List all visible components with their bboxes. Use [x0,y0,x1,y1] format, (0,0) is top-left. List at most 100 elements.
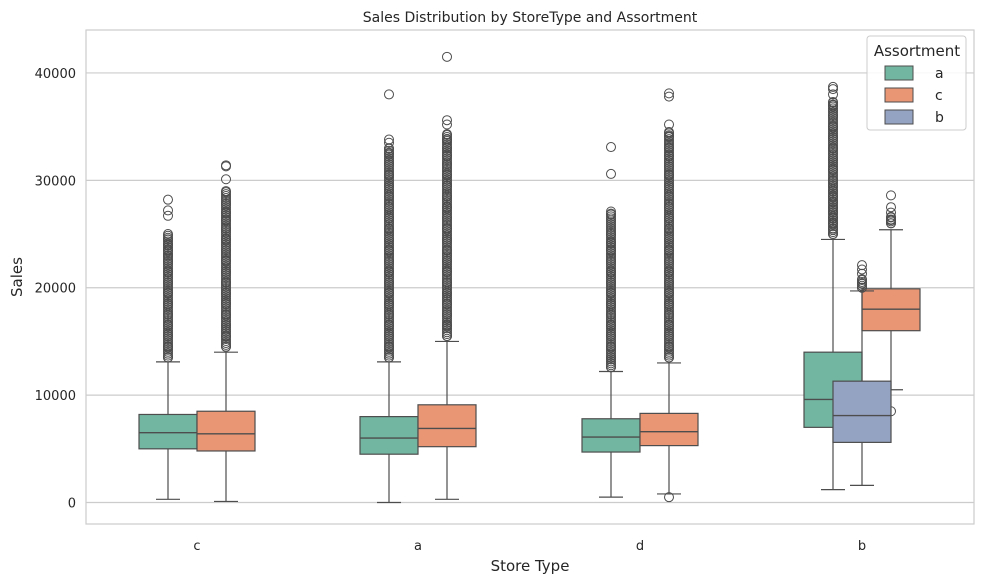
box-a-a-outlier [384,277,394,288]
box-a-a [359,89,419,504]
box-b-a-outlier [828,229,838,240]
box-c-a-outlier [163,210,173,221]
box-c-c [196,160,256,503]
box-a-c-outlier [442,202,452,213]
box-a-c-outlier [442,277,452,288]
box-c-a-outlier [163,320,173,331]
box-b-a-outlier [828,212,838,223]
box-b-a-outlier [828,218,838,229]
box-a-a-outlier [384,341,394,352]
legend-label-a: a [935,66,944,82]
box-c-c-outlier [221,215,231,226]
box-d-c-outlier [664,91,674,102]
box-d-c-outlier [664,331,674,342]
chart-title: Sales Distribution by StoreType and Asso… [363,10,698,26]
plot-frame [85,29,975,525]
box-c-c-outlier [221,186,231,197]
box-c-a [138,194,198,500]
x-tick-label-c: c [193,539,200,554]
box-b-a-outlier [828,196,838,207]
y-tick-label: 0 [68,497,76,512]
box-a-c-iqr [417,404,477,448]
box-d-a-outlier [606,266,616,277]
box-d-a-outlier [606,277,616,288]
box-d-c-outlier [664,266,674,277]
box-a-a-outlier [384,202,394,213]
box-b-b-outlier [857,274,867,285]
box-b-a-outlier [828,180,838,191]
box-d-c-outlier [664,150,674,161]
box-c-c-outlier [221,234,231,245]
box-b-c-outlier [886,190,896,201]
box-d-c-outlier [664,492,674,503]
box-d-c-outlier [664,298,674,309]
legend-title: Assortment [874,42,960,60]
box-b-a-outlier [828,110,838,121]
box-c-a-outlier [163,234,173,245]
box-a-c-outlier [442,255,452,266]
box-c-a-outlier [163,245,173,256]
box-plots [138,51,921,504]
y-tick-label: 40000 [35,67,76,82]
x-tick-label-d: d [636,539,644,554]
box-b-c [861,190,921,417]
box-c-c-outlier [221,320,231,331]
box-a-a-outlier [384,137,394,148]
box-c-a-outlier [163,298,173,309]
box-b-c-outlier [886,218,896,229]
box-a-a-outlier [384,309,394,320]
x-axis-label: Store Type [491,557,570,575]
box-d-c-outlier [664,191,674,202]
box-b-c-outlier [886,202,896,213]
box-d-c-outlier [664,202,674,213]
box-a-c-outlier [442,223,452,234]
box-d-a-outlier [606,362,616,373]
box-d-a-outlier [606,309,616,320]
box-c-a-outlier [163,331,173,342]
legend: Assortment acb [866,35,967,131]
box-a-c-outlier [442,331,452,342]
box-b-a-outlier [828,132,838,143]
box-d-a-outlier [606,288,616,299]
y-axis: 0 10000 20000 30000 40000 [35,67,76,512]
box-d-a-outlier [606,331,616,342]
box-a-a-outlier [384,255,394,266]
box-d-a-outlier [606,245,616,256]
box-b-a-outlier [828,81,838,92]
box-d-c-iqr [639,412,699,447]
box-a-a-outlier [384,331,394,342]
box-d-c-outlier [664,88,674,99]
box-c-c-outlier [221,198,231,209]
box-a-a-outlier [384,134,394,145]
box-a-c-outlier [442,234,452,245]
box-d-a-outlier [606,206,616,217]
box-d-c-outlier [664,320,674,331]
box-b-a-outlier [828,164,838,175]
box-a-c-outlier [442,115,452,126]
box-a-c-outlier [442,119,452,130]
box-a-a-outlier [384,320,394,331]
box-c-c-outlier [221,309,231,320]
box-a-c-outlier [442,298,452,309]
box-a-a-outlier [384,89,394,100]
box-a-c-outlier [442,266,452,277]
box-c-c-outlier [221,245,231,256]
box-d-c-outlier [664,131,674,142]
box-b-a-outlier [828,89,838,100]
box-c-a-outlier [163,250,173,261]
box-d-a-outlier [606,320,616,331]
box-c-a-outlier [163,309,173,320]
box-d-a-iqr [581,418,641,453]
y-tick-label: 10000 [35,389,76,404]
legend-label-b: b [935,110,944,126]
box-c-c-outlier [221,341,231,352]
box-c-c-outlier [221,331,231,342]
box-d-c-outlier [664,245,674,256]
box-a-c-outlier [442,245,452,256]
box-c-c-outlier [221,160,231,171]
box-c-a-outlier [163,352,173,363]
box-d-a-outlier [606,168,616,179]
box-d-a-outlier [606,352,616,363]
box-c-a-outlier [163,229,173,240]
box-a-a-outlier [384,180,394,191]
